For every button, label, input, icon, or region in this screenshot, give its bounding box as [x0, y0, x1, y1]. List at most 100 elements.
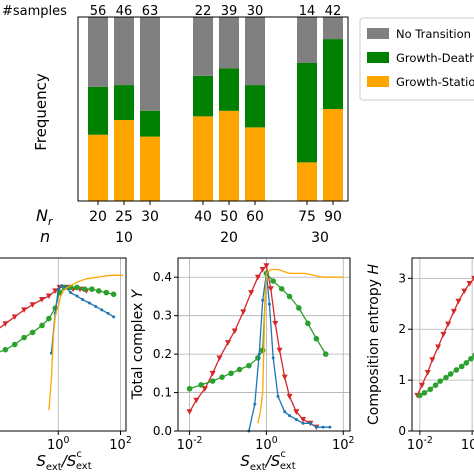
data-point — [270, 278, 276, 284]
data-point — [272, 320, 279, 327]
data-point — [418, 382, 425, 389]
bar-segment-no-transition — [323, 17, 343, 40]
bar-segment-no-transition — [88, 17, 108, 87]
data-point — [60, 284, 64, 288]
x-tick-label: 50 — [220, 209, 238, 225]
x-tick-label-exp: -2 — [423, 435, 432, 446]
bar-segment-growth-stationary — [245, 127, 265, 201]
data-point — [288, 414, 292, 418]
bar-segment-growth-stationary — [297, 162, 317, 201]
sample-count: 30 — [247, 4, 264, 19]
bar-segment-no-transition — [297, 17, 317, 63]
y-axis-label-text: Composition entropy — [366, 275, 382, 426]
data-point — [281, 374, 288, 381]
data-point — [308, 421, 312, 425]
x-tick-label: 20 — [89, 209, 107, 225]
data-point — [11, 341, 18, 348]
data-point — [21, 334, 27, 341]
data-point — [209, 370, 216, 377]
bar-segment-growth-stationary — [88, 134, 108, 201]
x-tick-label: 10-2 — [407, 435, 433, 453]
x-tick-label: 90 — [324, 209, 342, 225]
plot-frame — [411, 257, 474, 432]
data-point — [267, 286, 274, 292]
data-point — [263, 263, 270, 269]
x-tick-label-exp: 2 — [349, 435, 355, 446]
bar-segment-no-transition — [193, 17, 213, 76]
bar-segment-no-transition — [245, 17, 265, 86]
data-point — [106, 311, 110, 315]
plot-frame — [77, 16, 349, 202]
x-axis-label-part: ext — [46, 462, 62, 473]
data-point — [254, 274, 261, 281]
samples-label: #samples — [2, 4, 67, 19]
data-point — [328, 425, 332, 429]
data-point — [450, 308, 457, 315]
bar-segment-growth-death — [323, 39, 343, 109]
y-tick-label: 0.2 — [153, 347, 172, 361]
y-tick-label: 0 — [398, 424, 406, 438]
data-point — [95, 288, 102, 294]
data-point — [305, 320, 311, 327]
x-tick-label-exp: 0 — [272, 435, 278, 446]
data-point — [286, 393, 293, 400]
bar-segment-no-transition — [219, 17, 239, 69]
data-point — [468, 355, 474, 362]
data-point — [246, 362, 252, 369]
bar-segment-growth-stationary — [140, 136, 160, 201]
x-tick-label: 40 — [194, 209, 212, 225]
data-point — [286, 293, 293, 300]
data-point — [447, 371, 454, 377]
data-point — [313, 335, 320, 342]
data-point — [471, 275, 474, 281]
data-point — [257, 352, 261, 356]
x-axis-label-part: ext — [250, 462, 266, 473]
data-point — [69, 291, 73, 295]
data-point — [103, 289, 110, 296]
y-tick-label: 0.4 — [153, 270, 172, 284]
x-axis-label: Sext/Sc ext — [36, 449, 91, 473]
bar-segment-growth-death — [245, 85, 265, 128]
sample-count: 39 — [221, 4, 238, 19]
data-point — [112, 315, 116, 319]
data-point — [261, 298, 265, 302]
data-point — [224, 340, 231, 346]
x-tick-label: 102 — [332, 435, 355, 453]
x-tick-label-base: 10 — [332, 438, 349, 453]
n-group-label: 10 — [115, 230, 133, 246]
x-axis-label-part: S — [67, 452, 77, 470]
data-point — [236, 366, 243, 373]
y-tick-label: 3 — [398, 271, 406, 285]
data-point — [445, 321, 452, 328]
x-tick-label-exp: -2 — [193, 435, 202, 446]
data-point — [186, 409, 193, 415]
data-point — [39, 322, 45, 329]
data-point — [276, 394, 280, 398]
bar-segment-growth-stationary — [114, 120, 134, 201]
data-point — [455, 298, 462, 305]
plot-frame — [0, 257, 127, 432]
x-tick-label: 30 — [141, 209, 159, 225]
data-point — [466, 280, 473, 287]
x-axis-label-part: ext — [76, 461, 92, 472]
data-point — [271, 356, 275, 360]
bar-segment-growth-death — [219, 68, 239, 111]
x-tick-label-base: 10 — [461, 438, 474, 453]
data-point — [80, 298, 84, 302]
bar-segment-growth-death — [140, 110, 160, 137]
x-tick-label: 100 — [255, 435, 278, 453]
series-line — [248, 273, 330, 432]
n-label: n — [40, 227, 50, 246]
legend-swatch — [367, 28, 389, 39]
x-tick-label-base: 10 — [109, 438, 126, 453]
data-point — [87, 301, 91, 305]
legend-label: Growth-Death — [396, 51, 474, 65]
stacked-bar-chart: #samples 56 20 46 25 63 30 22 40 39 50 30 60 14 75 42 9… — [2, 4, 474, 246]
legend: No Transition Growth-Death Growth-Statio — [359, 17, 474, 101]
n-group-label: 30 — [311, 230, 329, 246]
data-point — [240, 309, 247, 315]
data-point — [294, 417, 298, 421]
data-point — [259, 267, 266, 273]
